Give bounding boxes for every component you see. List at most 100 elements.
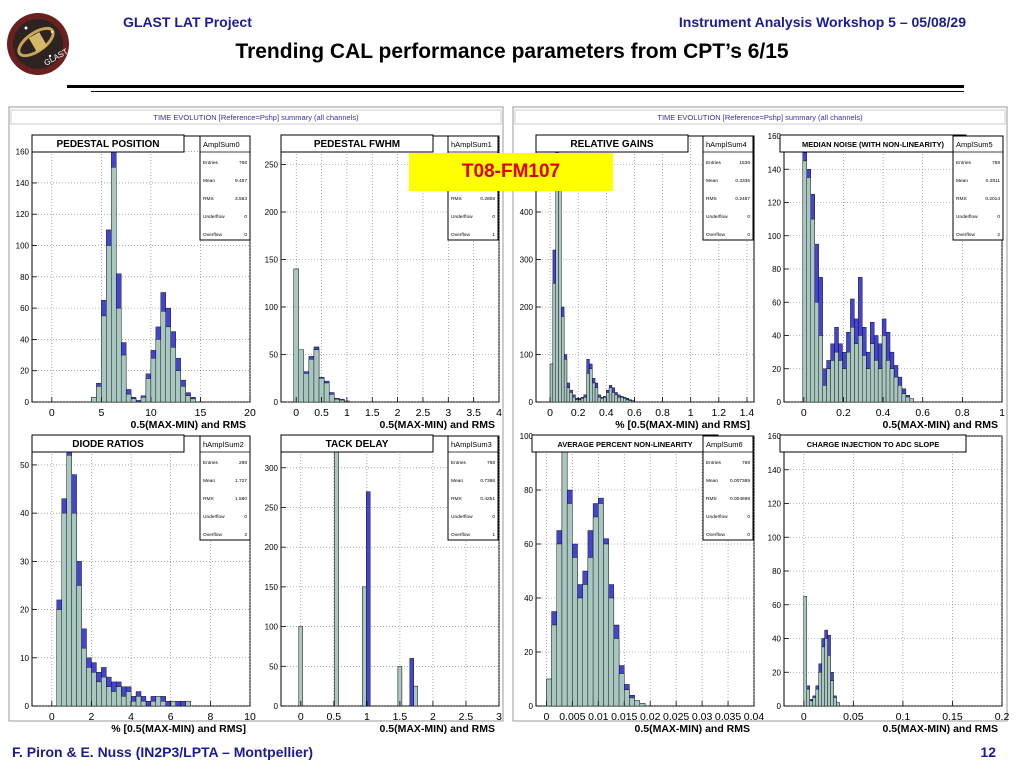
y-tick-label: 30	[20, 557, 29, 566]
histogram-title: MEDIAN NOISE (WITH NON-LINEARITY)	[802, 140, 945, 149]
x-tick-label: 2	[430, 711, 436, 723]
y-tick-label: 40	[772, 332, 781, 341]
glast-logo: GLAST	[7, 13, 70, 75]
reference-bar	[893, 376, 899, 403]
reference-bar	[575, 399, 579, 403]
page-title: Trending CAL performance parameters from…	[235, 40, 789, 63]
reference-bar	[814, 302, 819, 403]
reference-bar	[150, 700, 157, 707]
histogram-title-box	[280, 434, 434, 453]
x-axis-label: % [0.5(MAX-MIN) and RMS]	[615, 419, 750, 431]
y-tick-label: 50	[269, 662, 278, 671]
current-bar	[409, 658, 414, 707]
x-tick-label: 2.5	[416, 407, 431, 419]
x-tick-label: 0.5	[327, 711, 342, 723]
reference-bar	[339, 399, 345, 403]
current-bar	[165, 700, 171, 707]
stats-key: Underflow	[706, 214, 728, 220]
stats-key: RMS	[203, 196, 214, 202]
y-tick-label: 250	[265, 503, 279, 512]
y-tick-label: 80	[20, 273, 29, 282]
x-axis-label: 0.5(MAX-MIN) and RMS	[131, 419, 247, 431]
stats-box	[702, 435, 754, 541]
stats-value: 0.2014	[985, 196, 1000, 202]
y-tick-label: 140	[16, 179, 30, 188]
stats-key: Overflow	[706, 232, 725, 238]
stats-value: 2	[997, 232, 1000, 238]
reference-bar	[846, 351, 851, 403]
y-tick-label: 20	[20, 367, 29, 376]
reference-bar	[589, 368, 593, 403]
stats-value: 0	[747, 532, 750, 538]
reference-bar	[81, 647, 87, 707]
reference-bar	[854, 343, 859, 403]
y-tick-label: 50	[269, 351, 278, 360]
reference-bar	[549, 363, 554, 403]
stats-key: Entries	[203, 160, 219, 166]
reference-bar	[298, 626, 304, 707]
stats-name: AmplSum0	[203, 140, 240, 149]
x-axis-label: 0.5(MAX-MIN) and RMS	[380, 419, 496, 431]
stats-value: 0.2811	[986, 178, 1001, 184]
stats-key: Mean	[706, 178, 718, 184]
x-tick-label: 0.05	[843, 711, 864, 723]
logo-satellite	[28, 32, 48, 52]
x-tick-label: 0.4	[599, 407, 614, 419]
reference-bar	[608, 387, 613, 403]
y-tick-label: 200	[520, 303, 534, 312]
stats-key: RMS	[706, 496, 717, 502]
reference-bar	[111, 167, 117, 403]
stats-value: 0.004699	[730, 496, 750, 502]
y-tick-label: 20	[524, 648, 533, 657]
reference-bar	[71, 512, 77, 707]
reference-bar	[185, 700, 191, 707]
x-tick-label: 8	[207, 711, 213, 723]
reference-bar	[606, 392, 610, 403]
x-tick-label: 10	[145, 407, 157, 419]
reference-bar	[120, 354, 127, 403]
reference-bar	[140, 700, 147, 707]
reference-bar	[623, 398, 627, 403]
x-axis-label: % [0.5(MAX-MIN) and RMS]	[111, 723, 246, 735]
reference-bar	[362, 586, 367, 707]
y-tick-label: 140	[768, 466, 782, 475]
reference-bar	[834, 351, 839, 403]
reference-bar	[824, 638, 828, 707]
histogram-title-box	[779, 434, 967, 453]
reference-bar	[586, 373, 590, 403]
stats-key: Entries	[451, 460, 467, 466]
x-tick-label: 0	[543, 711, 549, 723]
stats-name: hAmplSum1	[451, 140, 492, 149]
stats-value: 1.727	[235, 478, 247, 484]
y-tick-label: 60	[772, 601, 781, 610]
y-tick-label: 100	[265, 303, 279, 312]
stats-value: 288	[239, 460, 247, 466]
canvas-title: TIME EVOLUTION [Reference=Pshp] summary …	[657, 113, 863, 122]
reference-bar	[155, 696, 162, 707]
module-tag: T08-FM107	[409, 153, 613, 191]
stats-value: 0	[492, 514, 495, 520]
y-tick-label: 80	[772, 567, 781, 576]
histogram-title: PEDESTAL POSITION	[57, 139, 160, 150]
stats-key: Overflow	[451, 232, 470, 238]
stats-key: Overflow	[203, 232, 222, 238]
x-axis-label: 0.5(MAX-MIN) and RMS	[380, 723, 496, 735]
reference-bar	[323, 382, 330, 403]
stats-value: 1	[492, 232, 495, 238]
stats-value: 0	[747, 214, 750, 220]
reference-bar	[821, 646, 825, 707]
reference-bar	[806, 688, 810, 707]
histogram-panel: 0 0.05 0.1 0.15 0.2 0 20 40 60 80 100 120 140 160 0.5(…	[768, 432, 1010, 735]
stats-box	[952, 135, 1004, 241]
stats-key: Underflow	[203, 214, 225, 220]
reference-bar	[572, 397, 576, 403]
workshop-label: Instrument Analysis Workshop 5 – 05/08/2…	[678, 14, 966, 30]
reference-bar	[165, 326, 171, 403]
reference-bar	[566, 387, 570, 403]
reference-bar	[631, 400, 635, 403]
reference-bar	[909, 398, 915, 403]
project-label: GLAST LAT Project	[123, 14, 252, 30]
reference-bar	[629, 697, 635, 707]
canvas-title-box	[10, 109, 502, 125]
histogram-title-box	[31, 434, 185, 453]
